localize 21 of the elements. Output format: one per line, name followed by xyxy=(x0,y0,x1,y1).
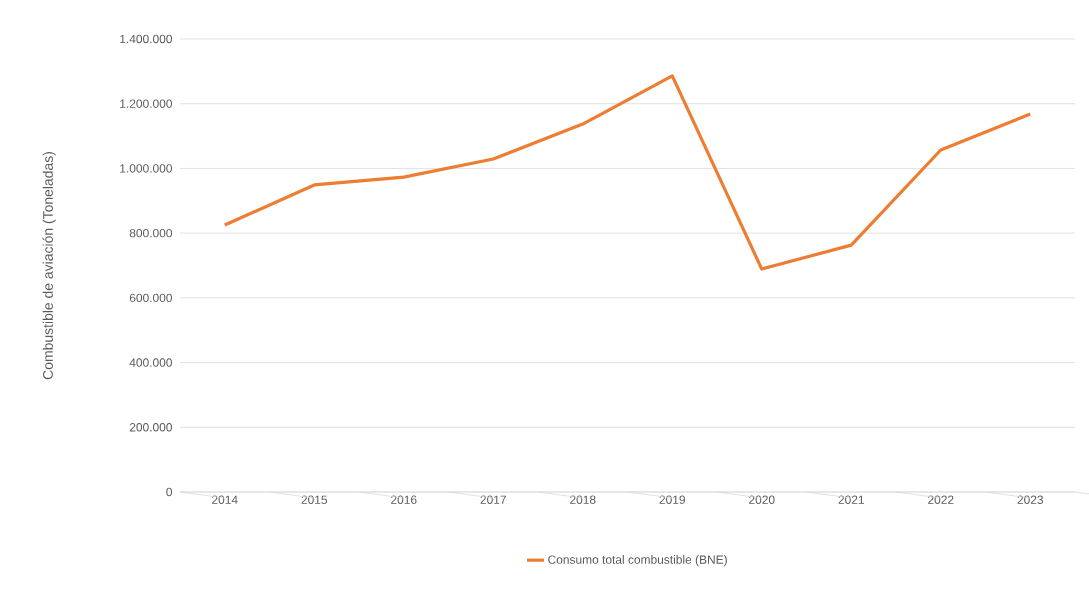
x-tick-label: 2014 xyxy=(212,495,238,504)
y-tick-label: 400.000 xyxy=(129,358,173,367)
x-tick-label: 2020 xyxy=(749,495,775,504)
x-tick-label: 2021 xyxy=(838,495,864,504)
y-tick-label: 1.400.000 xyxy=(120,34,173,44)
line-series xyxy=(223,74,1032,271)
y-tick-label: 1.000.000 xyxy=(120,164,173,173)
x-tick-label: 2022 xyxy=(928,495,954,504)
x-tick-label: 2017 xyxy=(480,495,506,504)
y-tick-label: 1.200.000 xyxy=(120,99,173,108)
y-tick-label: 600.000 xyxy=(129,293,173,303)
y-tick-label: 200.000 xyxy=(129,423,173,432)
x-tick-label: 2019 xyxy=(659,495,685,504)
x-tick-label: 2023 xyxy=(1017,495,1044,504)
x-tick-label: 2016 xyxy=(391,495,417,504)
y-tick-label: 800.000 xyxy=(129,228,173,238)
x-tick-label: 2015 xyxy=(301,495,328,504)
legend-label: Consumo total combustible (BNE) xyxy=(548,555,727,567)
y-tick-label: 0 xyxy=(166,487,173,497)
x-tick-label: 2018 xyxy=(570,495,596,504)
y-axis-title: Combustible de aviación (Toneladas) xyxy=(42,152,56,380)
